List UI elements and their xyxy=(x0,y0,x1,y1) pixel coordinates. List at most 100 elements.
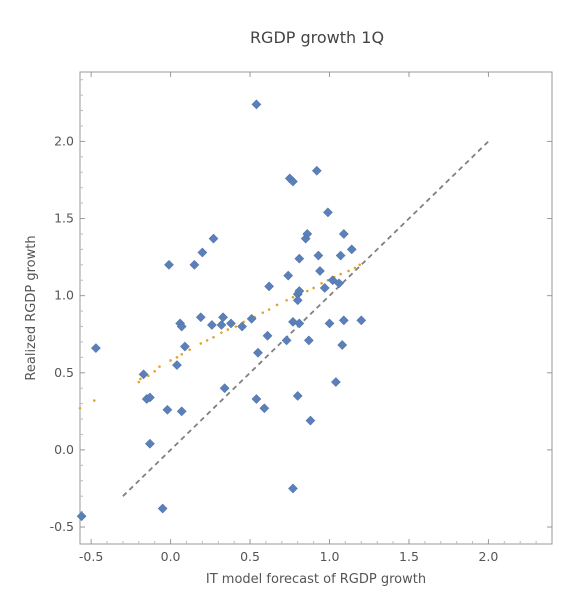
fitted-point xyxy=(353,266,357,270)
data-point-diamond xyxy=(313,250,324,261)
x-axis-title: IT model forecast of RGDP growth xyxy=(206,572,426,587)
series-layer xyxy=(76,99,367,522)
data-point-diamond xyxy=(335,250,346,261)
fitted-point xyxy=(139,377,142,381)
chart-title: RGDP growth 1Q xyxy=(249,28,385,47)
data-point-diamond xyxy=(251,99,262,110)
data-point-diamond xyxy=(259,403,270,414)
y-tick-label: 1.0 xyxy=(54,288,74,303)
data-point-diamond xyxy=(90,343,101,354)
fitted-point xyxy=(347,269,350,273)
data-point-diamond xyxy=(262,330,273,341)
data-point-diamond xyxy=(206,320,217,330)
data-point-diamond xyxy=(144,392,155,403)
data-point-diamond xyxy=(162,404,173,415)
data-point-diamond xyxy=(303,335,314,346)
data-point-diamond xyxy=(302,229,313,239)
fitted-point xyxy=(291,295,295,299)
data-point-diamond xyxy=(144,438,155,449)
fitted-point xyxy=(188,348,191,351)
data-point-diamond xyxy=(294,253,305,264)
x-tick-label: 2.0 xyxy=(478,549,498,564)
fitted-point xyxy=(153,369,156,373)
data-point-diamond xyxy=(330,377,341,387)
y-tick-label: 0.0 xyxy=(54,442,74,457)
data-point-diamond xyxy=(288,176,298,187)
data-point-diamond xyxy=(305,415,316,426)
x-axis: -0.5 0.0 0.5 1.0 1.5 2.0 xyxy=(79,72,537,564)
data-point-diamond xyxy=(176,406,187,417)
data-point-diamond xyxy=(311,165,322,176)
data-point-diamond xyxy=(246,313,257,324)
data-point-diamond xyxy=(319,282,330,293)
plot-frame xyxy=(79,71,553,545)
data-point-diamond xyxy=(315,266,325,276)
fitted-point xyxy=(158,365,161,368)
data-point-diamond xyxy=(179,341,190,352)
data-point-diamond xyxy=(253,347,263,358)
data-point-diamond xyxy=(176,321,187,332)
fitted-point xyxy=(285,298,288,302)
fitted-point xyxy=(234,325,238,328)
y-tick-label: 1.5 xyxy=(54,211,74,226)
data-point-diamond xyxy=(346,244,357,255)
data-point-diamond xyxy=(324,318,335,329)
data-point-diamond xyxy=(76,511,87,522)
data-point-diamond xyxy=(195,312,206,323)
data-point-diamond xyxy=(164,259,174,270)
fitted-point xyxy=(175,356,179,359)
data-point-diamond xyxy=(251,394,262,404)
y-tick-label: -0.5 xyxy=(50,519,74,534)
data-point-diamond xyxy=(171,360,182,371)
y-tick-label: 0.5 xyxy=(54,365,74,380)
data-point-diamond xyxy=(294,318,305,329)
fitted-point xyxy=(180,352,184,356)
fitted-point xyxy=(267,308,271,311)
data-point-diamond xyxy=(292,295,303,306)
fitted-point xyxy=(137,380,141,384)
data-point-diamond xyxy=(334,278,344,289)
fitted-point xyxy=(312,286,315,290)
fitted-point xyxy=(147,374,150,378)
data-point-diamond xyxy=(264,281,275,292)
data-point-diamond xyxy=(197,247,208,258)
data-point-diamond xyxy=(338,315,349,326)
data-point-diamond xyxy=(338,229,349,239)
reference-line xyxy=(122,140,490,497)
data-point-diamond xyxy=(281,335,292,346)
data-point-diamond xyxy=(322,207,333,218)
data-point-diamond xyxy=(292,390,303,401)
y-tick-label: 2.0 xyxy=(54,133,74,148)
x-tick-label: 0.0 xyxy=(161,549,181,564)
data-point-diamond xyxy=(219,383,230,394)
fitted-point xyxy=(358,263,362,267)
x-tick-label: 1.0 xyxy=(320,549,340,564)
fitted-point xyxy=(339,272,342,276)
fitted-point xyxy=(205,339,209,342)
fitted-point xyxy=(93,399,96,402)
data-point-diamond xyxy=(288,483,298,494)
data-point-diamond xyxy=(216,320,227,330)
fitted-point xyxy=(169,359,172,362)
data-point-diamond xyxy=(294,286,305,296)
data-point-diamond xyxy=(356,315,367,326)
data-point-diamond xyxy=(283,270,294,281)
fitted-point xyxy=(226,328,230,331)
fitted-point xyxy=(320,282,323,285)
data-point-diamond xyxy=(138,369,149,380)
x-tick-label: 1.5 xyxy=(399,549,419,564)
data-point-diamond xyxy=(218,312,228,323)
fitted-point xyxy=(305,289,309,293)
y-axis-title: Realized RGDP growth xyxy=(24,235,39,380)
fitted-point xyxy=(275,303,279,307)
fitted-point xyxy=(199,342,203,345)
data-point-diamond xyxy=(189,259,200,270)
fitted-point xyxy=(212,336,215,339)
fitted-point xyxy=(78,406,82,410)
x-tick-label: -0.5 xyxy=(79,549,103,564)
x-tick-label: 0.5 xyxy=(240,549,260,564)
fitted-point xyxy=(220,331,223,334)
data-point-diamond xyxy=(208,233,219,244)
